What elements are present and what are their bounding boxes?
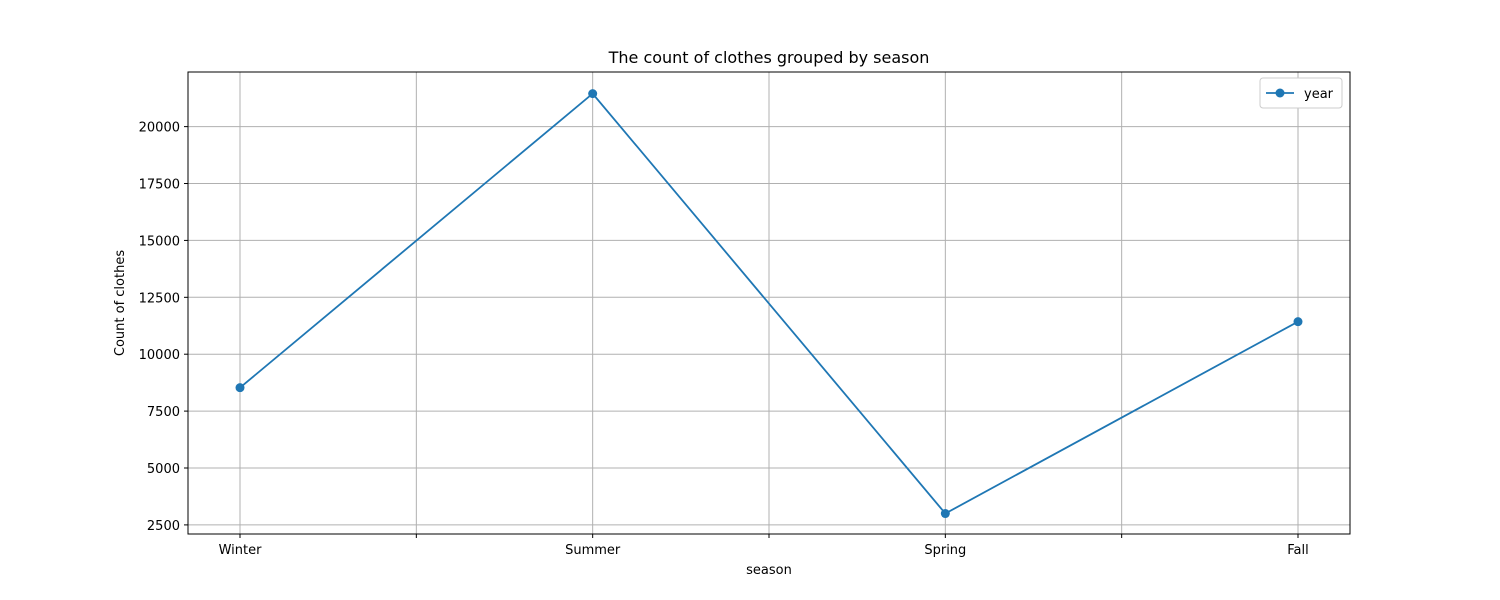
y-tick-label: 5000: [147, 462, 180, 477]
y-axis-title: Count of clothes: [113, 250, 128, 356]
legend-box: [1259, 77, 1343, 109]
y-tick-label: 17500: [139, 178, 180, 193]
y-tick-label: 20000: [139, 121, 180, 136]
data-point: [235, 383, 245, 393]
data-point: [1293, 317, 1303, 327]
x-tick-label: Spring: [924, 543, 966, 558]
legend-label: year: [1304, 87, 1334, 102]
legend-marker: [1275, 88, 1285, 98]
x-tick-label: Summer: [565, 543, 621, 558]
legend: year: [1259, 77, 1343, 109]
y-tick-label: 15000: [139, 234, 180, 249]
x-tick-label: Fall: [1287, 543, 1308, 558]
data-point: [588, 89, 598, 99]
chart-title: The count of clothes grouped by season: [608, 48, 930, 67]
y-tick-label: 10000: [139, 348, 180, 363]
x-axis-title: season: [746, 563, 792, 578]
data-point: [940, 509, 950, 519]
grid: [188, 72, 1350, 534]
series-line: [239, 92, 1299, 515]
y-tick-label: 2500: [147, 519, 180, 534]
y-tick-label: 12500: [139, 291, 180, 306]
x-tick-label: Winter: [219, 543, 263, 558]
y-tick-label: 7500: [147, 405, 180, 420]
